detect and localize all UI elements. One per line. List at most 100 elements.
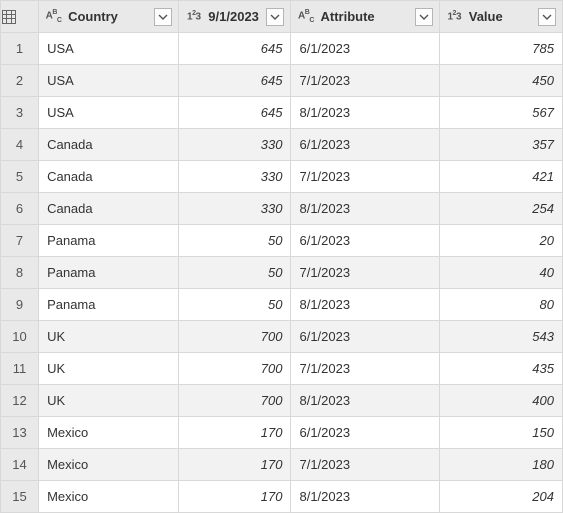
cell-9-1-2023[interactable]: 645 xyxy=(179,97,291,129)
row-number[interactable]: 9 xyxy=(1,289,39,321)
cell-value[interactable]: 80 xyxy=(439,289,562,321)
column-filter-button[interactable] xyxy=(415,8,433,26)
cell-value[interactable]: 357 xyxy=(439,129,562,161)
row-number[interactable]: 13 xyxy=(1,417,39,449)
table-row[interactable]: 7Panama506/1/202320 xyxy=(1,225,563,257)
cell-value[interactable]: 20 xyxy=(439,225,562,257)
column-filter-button[interactable] xyxy=(538,8,556,26)
column-filter-button[interactable] xyxy=(154,8,172,26)
column-filter-button[interactable] xyxy=(266,8,284,26)
cell-attribute[interactable]: 8/1/2023 xyxy=(291,289,439,321)
cell-value[interactable]: 254 xyxy=(439,193,562,225)
table-row[interactable]: 9Panama508/1/202380 xyxy=(1,289,563,321)
cell-country[interactable]: UK xyxy=(39,353,179,385)
table-row[interactable]: 8Panama507/1/202340 xyxy=(1,257,563,289)
select-all-corner[interactable] xyxy=(1,1,39,33)
cell-9-1-2023[interactable]: 170 xyxy=(179,481,291,513)
cell-value[interactable]: 150 xyxy=(439,417,562,449)
table-row[interactable]: 4Canada3306/1/2023357 xyxy=(1,129,563,161)
cell-9-1-2023[interactable]: 330 xyxy=(179,193,291,225)
cell-9-1-2023[interactable]: 50 xyxy=(179,257,291,289)
cell-attribute[interactable]: 6/1/2023 xyxy=(291,129,439,161)
cell-9-1-2023[interactable]: 645 xyxy=(179,33,291,65)
cell-9-1-2023[interactable]: 50 xyxy=(179,289,291,321)
cell-value[interactable]: 40 xyxy=(439,257,562,289)
cell-value[interactable]: 180 xyxy=(439,449,562,481)
cell-attribute[interactable]: 6/1/2023 xyxy=(291,33,439,65)
cell-9-1-2023[interactable]: 700 xyxy=(179,321,291,353)
cell-country[interactable]: Canada xyxy=(39,161,179,193)
table-row[interactable]: 11UK7007/1/2023435 xyxy=(1,353,563,385)
cell-value[interactable]: 567 xyxy=(439,97,562,129)
row-number[interactable]: 3 xyxy=(1,97,39,129)
cell-attribute[interactable]: 8/1/2023 xyxy=(291,193,439,225)
column-header-attribute[interactable]: ABC Attribute xyxy=(291,1,439,33)
cell-country[interactable]: Canada xyxy=(39,193,179,225)
cell-attribute[interactable]: 7/1/2023 xyxy=(291,353,439,385)
cell-attribute[interactable]: 8/1/2023 xyxy=(291,481,439,513)
row-number[interactable]: 2 xyxy=(1,65,39,97)
row-number[interactable]: 5 xyxy=(1,161,39,193)
cell-country[interactable]: UK xyxy=(39,385,179,417)
row-number[interactable]: 12 xyxy=(1,385,39,417)
cell-value[interactable]: 421 xyxy=(439,161,562,193)
table-row[interactable]: 10UK7006/1/2023543 xyxy=(1,321,563,353)
row-number[interactable]: 4 xyxy=(1,129,39,161)
cell-country[interactable]: Panama xyxy=(39,225,179,257)
row-number[interactable]: 11 xyxy=(1,353,39,385)
type-number-icon: 123 xyxy=(444,8,465,26)
cell-attribute[interactable]: 8/1/2023 xyxy=(291,385,439,417)
cell-country[interactable]: Panama xyxy=(39,257,179,289)
cell-country[interactable]: Mexico xyxy=(39,417,179,449)
table-row[interactable]: 6Canada3308/1/2023254 xyxy=(1,193,563,225)
cell-country[interactable]: UK xyxy=(39,321,179,353)
cell-attribute[interactable]: 6/1/2023 xyxy=(291,417,439,449)
cell-9-1-2023[interactable]: 50 xyxy=(179,225,291,257)
table-row[interactable]: 3USA6458/1/2023567 xyxy=(1,97,563,129)
cell-country[interactable]: Canada xyxy=(39,129,179,161)
cell-value[interactable]: 204 xyxy=(439,481,562,513)
table-row[interactable]: 2USA6457/1/2023450 xyxy=(1,65,563,97)
cell-9-1-2023[interactable]: 170 xyxy=(179,449,291,481)
row-number[interactable]: 1 xyxy=(1,33,39,65)
row-number[interactable]: 15 xyxy=(1,481,39,513)
table-row[interactable]: 5Canada3307/1/2023421 xyxy=(1,161,563,193)
column-header-value[interactable]: 123 Value xyxy=(439,1,562,33)
cell-country[interactable]: USA xyxy=(39,33,179,65)
cell-9-1-2023[interactable]: 170 xyxy=(179,417,291,449)
cell-value[interactable]: 543 xyxy=(439,321,562,353)
cell-attribute[interactable]: 8/1/2023 xyxy=(291,97,439,129)
cell-attribute[interactable]: 6/1/2023 xyxy=(291,321,439,353)
table-row[interactable]: 15Mexico1708/1/2023204 xyxy=(1,481,563,513)
cell-9-1-2023[interactable]: 645 xyxy=(179,65,291,97)
cell-value[interactable]: 400 xyxy=(439,385,562,417)
cell-value[interactable]: 785 xyxy=(439,33,562,65)
cell-attribute[interactable]: 7/1/2023 xyxy=(291,257,439,289)
cell-9-1-2023[interactable]: 700 xyxy=(179,353,291,385)
cell-country[interactable]: Mexico xyxy=(39,449,179,481)
row-number[interactable]: 14 xyxy=(1,449,39,481)
row-number[interactable]: 6 xyxy=(1,193,39,225)
table-row[interactable]: 13Mexico1706/1/2023150 xyxy=(1,417,563,449)
table-row[interactable]: 14Mexico1707/1/2023180 xyxy=(1,449,563,481)
cell-value[interactable]: 435 xyxy=(439,353,562,385)
cell-9-1-2023[interactable]: 330 xyxy=(179,161,291,193)
table-row[interactable]: 1USA6456/1/2023785 xyxy=(1,33,563,65)
column-header-9-1-2023[interactable]: 123 9/1/2023 xyxy=(179,1,291,33)
table-row[interactable]: 12UK7008/1/2023400 xyxy=(1,385,563,417)
cell-country[interactable]: Mexico xyxy=(39,481,179,513)
row-number[interactable]: 10 xyxy=(1,321,39,353)
cell-attribute[interactable]: 7/1/2023 xyxy=(291,65,439,97)
cell-9-1-2023[interactable]: 330 xyxy=(179,129,291,161)
cell-attribute[interactable]: 7/1/2023 xyxy=(291,161,439,193)
row-number[interactable]: 7 xyxy=(1,225,39,257)
cell-attribute[interactable]: 6/1/2023 xyxy=(291,225,439,257)
cell-value[interactable]: 450 xyxy=(439,65,562,97)
cell-country[interactable]: USA xyxy=(39,97,179,129)
column-header-country[interactable]: ABC Country xyxy=(39,1,179,33)
cell-9-1-2023[interactable]: 700 xyxy=(179,385,291,417)
cell-country[interactable]: Panama xyxy=(39,289,179,321)
row-number[interactable]: 8 xyxy=(1,257,39,289)
cell-country[interactable]: USA xyxy=(39,65,179,97)
cell-attribute[interactable]: 7/1/2023 xyxy=(291,449,439,481)
